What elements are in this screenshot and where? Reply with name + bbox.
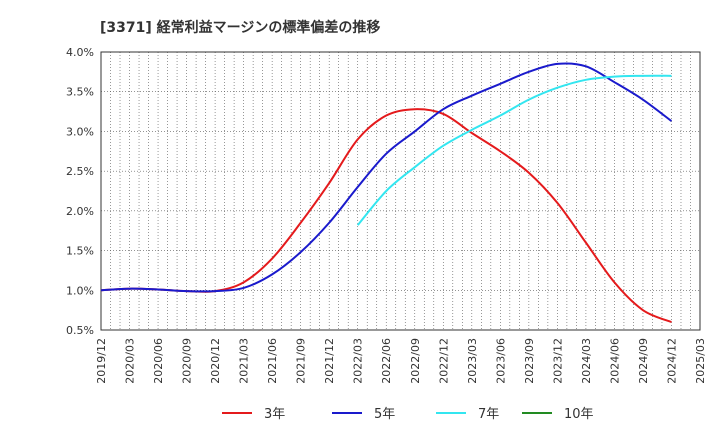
x-tick-label: 2025/03 <box>694 338 707 384</box>
x-axis-ticks: 2019/12 2020/03 2020/06 2020/09 2020/12 2021/… <box>95 338 707 384</box>
y-tick-label: 3.5% <box>66 86 94 99</box>
x-tick-label: 2021/12 <box>323 338 336 384</box>
x-tick-label: 2021/06 <box>266 338 279 384</box>
x-tick-label: 2021/09 <box>295 338 308 384</box>
x-tick-label: 2022/06 <box>380 338 393 384</box>
y-tick-label: 1.0% <box>66 284 94 297</box>
x-tick-label: 2024/12 <box>665 338 678 384</box>
y-tick-label: 2.5% <box>66 165 94 178</box>
x-tick-label: 2021/03 <box>238 338 251 384</box>
plot-frame <box>100 51 701 331</box>
x-tick-label: 2024/06 <box>608 338 621 384</box>
y-axis-ticks: 0.5% 1.0% 1.5% 2.0% 2.5% 3.0% 3.5% 4.0% <box>66 46 94 337</box>
y-tick-label: 4.0% <box>66 46 94 59</box>
x-tick-label: 2020/06 <box>152 338 165 384</box>
x-tick-label: 2020/09 <box>181 338 194 384</box>
y-tick-label: 1.5% <box>66 245 94 258</box>
y-tick-label: 3.0% <box>66 125 94 138</box>
series-line-2 <box>356 74 672 226</box>
x-tick-label: 2024/03 <box>580 338 593 384</box>
x-tick-label: 2024/09 <box>637 338 650 384</box>
legend: 3年 5年 7年 10年 <box>222 407 594 422</box>
x-tick-label: 2023/06 <box>494 338 507 384</box>
x-tick-label: 2020/12 <box>209 338 222 384</box>
y-tick-label: 0.5% <box>66 324 94 337</box>
horizontal-gridlines <box>101 91 700 291</box>
x-tick-label: 2023/03 <box>466 338 479 384</box>
legend-label: 5年 <box>374 407 395 422</box>
x-tick-label: 2022/09 <box>409 338 422 384</box>
x-tick-label: 2022/12 <box>437 338 450 384</box>
legend-label: 3年 <box>264 407 285 422</box>
x-tick-label: 2023/12 <box>551 338 564 384</box>
x-tick-label: 2020/03 <box>124 338 137 384</box>
series-lines <box>100 62 673 323</box>
series-line-1 <box>100 62 673 293</box>
x-tick-label: 2022/03 <box>352 338 365 384</box>
x-tick-label: 2023/09 <box>523 338 536 384</box>
x-tick-label: 2019/12 <box>95 338 108 384</box>
plot-area <box>101 52 700 330</box>
legend-label: 10年 <box>564 407 594 422</box>
chart-title: [3371] 経常利益マージンの標準偏差の推移 <box>100 19 380 36</box>
y-tick-label: 2.0% <box>66 205 94 218</box>
vertical-gridlines <box>110 52 691 330</box>
legend-label: 7年 <box>478 407 499 422</box>
